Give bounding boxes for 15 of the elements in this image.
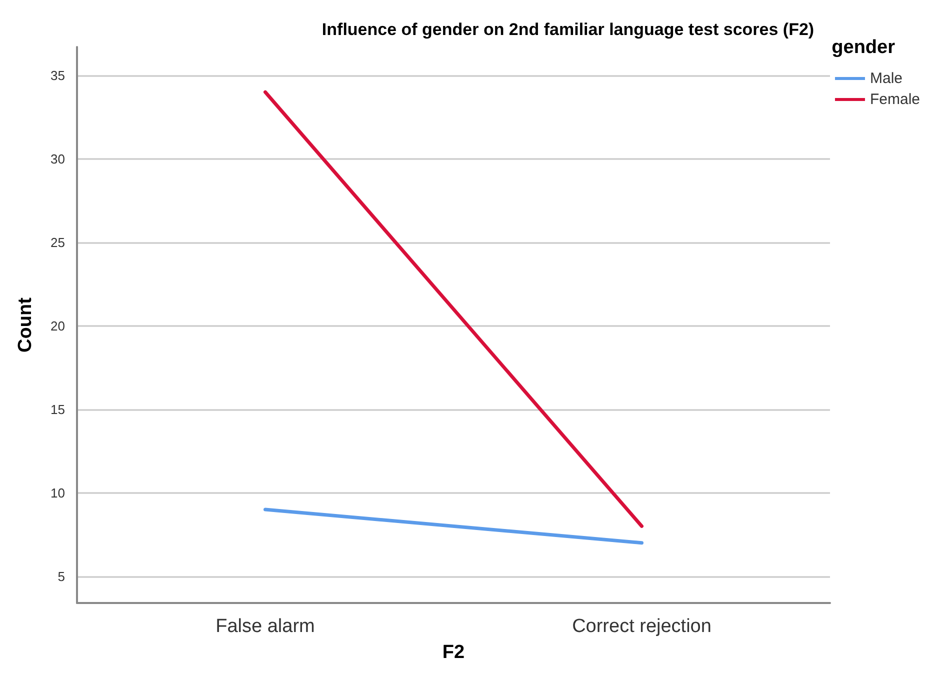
y-tick-label: 20 <box>50 318 65 334</box>
legend-label: Male <box>870 70 902 87</box>
y-tick-label: 5 <box>58 568 65 584</box>
y-tick-label: 15 <box>50 402 65 417</box>
x-tick-label: False alarm <box>216 616 315 637</box>
x-axis-title: F2 <box>442 642 465 663</box>
y-tick-label: 30 <box>50 151 65 166</box>
y-tick-label: 10 <box>50 485 65 500</box>
x-tick-label: Correct rejection <box>572 616 712 637</box>
y-tick-label: 35 <box>50 68 65 83</box>
y-tick-label: 25 <box>50 234 65 250</box>
y-axis-title: Count <box>15 296 36 352</box>
legend-label: Female <box>870 91 920 108</box>
chart-title: Influence of gender on 2nd familiar language test scores (F2) <box>322 20 814 39</box>
legend-title: gender <box>832 37 896 58</box>
